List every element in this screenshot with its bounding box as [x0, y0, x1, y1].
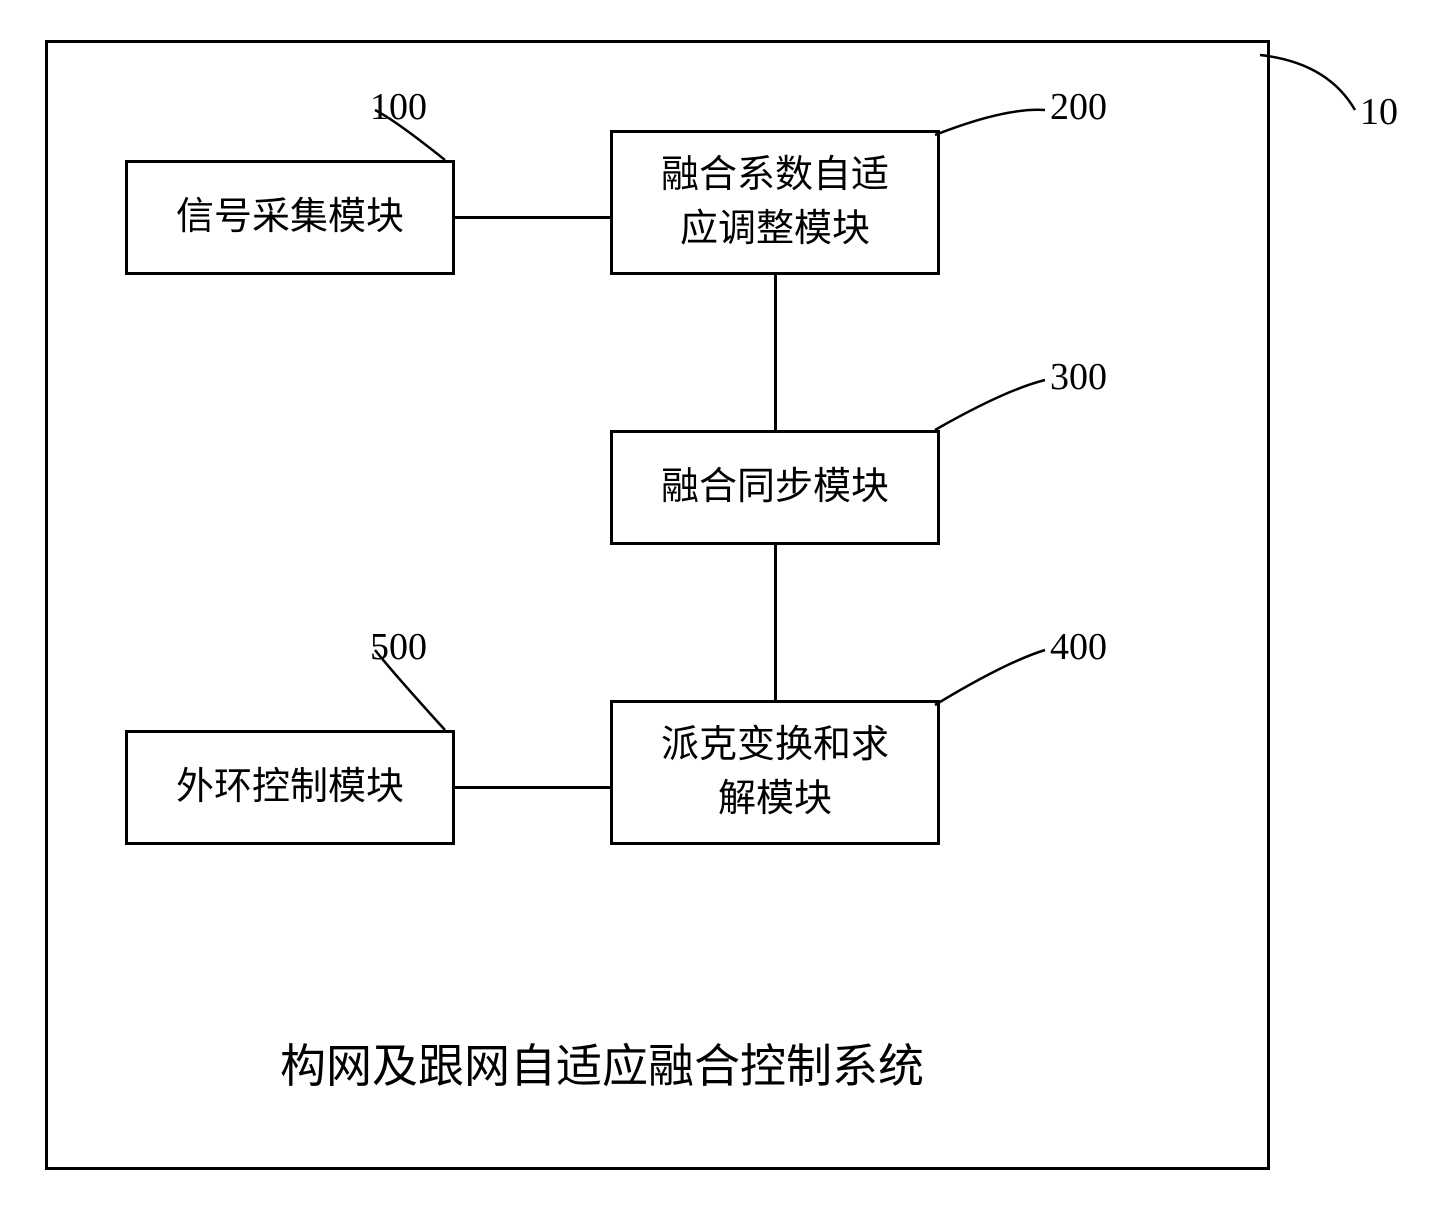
- module-label: 信号采集模块: [176, 191, 404, 244]
- connector-fusion_coefficient-to-fusion_sync: [774, 275, 777, 430]
- module-label: 融合系数自适应调整模块: [661, 149, 889, 255]
- leader-arc-fusion_coefficient: [915, 90, 1065, 155]
- outer-label-leader: [1240, 35, 1375, 130]
- leader-arc-outer_loop: [355, 630, 465, 750]
- diagram-title: 构网及跟网自适应融合控制系统: [280, 1030, 924, 1096]
- module-box-park_transform: 派克变换和求解模块: [610, 700, 940, 845]
- module-label: 外环控制模块: [176, 761, 404, 814]
- leader-arc-park_transform: [915, 630, 1065, 725]
- connector-signal_acquisition-to-fusion_coefficient: [455, 216, 610, 219]
- leader-arc-signal_acquisition: [355, 90, 465, 180]
- connector-fusion_sync-to-park_transform: [774, 545, 777, 700]
- outer-label-number: 10: [1360, 90, 1398, 134]
- module-label: 融合同步模块: [661, 461, 889, 514]
- module-box-fusion_sync: 融合同步模块: [610, 430, 940, 545]
- module-label: 派克变换和求解模块: [661, 719, 889, 825]
- connector-outer_loop-to-park_transform: [455, 786, 610, 789]
- module-box-fusion_coefficient: 融合系数自适应调整模块: [610, 130, 940, 275]
- leader-arc-fusion_sync: [915, 360, 1065, 450]
